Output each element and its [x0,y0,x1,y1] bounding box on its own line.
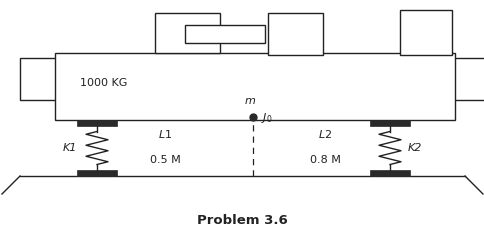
Bar [77,170,117,176]
Text: Problem 3.6: Problem 3.6 [196,213,287,227]
Text: $m$: $m$ [243,96,256,106]
Bar [55,53,454,120]
Bar [369,120,409,126]
Text: K1: K1 [62,143,77,153]
Text: 0.8 M: 0.8 M [309,155,340,165]
Bar [77,120,117,126]
Text: $J_0$: $J_0$ [260,111,272,125]
Bar [20,58,58,100]
Text: K2: K2 [407,143,422,153]
Text: 0.5 M: 0.5 M [150,155,180,165]
Bar [446,58,484,100]
Text: 1000 KG: 1000 KG [80,78,127,88]
Bar [184,25,264,43]
Text: $L2$: $L2$ [317,128,332,140]
Text: $L1$: $L1$ [158,128,172,140]
Bar [268,13,322,55]
Bar [155,13,220,53]
Bar [369,170,409,176]
Bar [399,10,451,55]
